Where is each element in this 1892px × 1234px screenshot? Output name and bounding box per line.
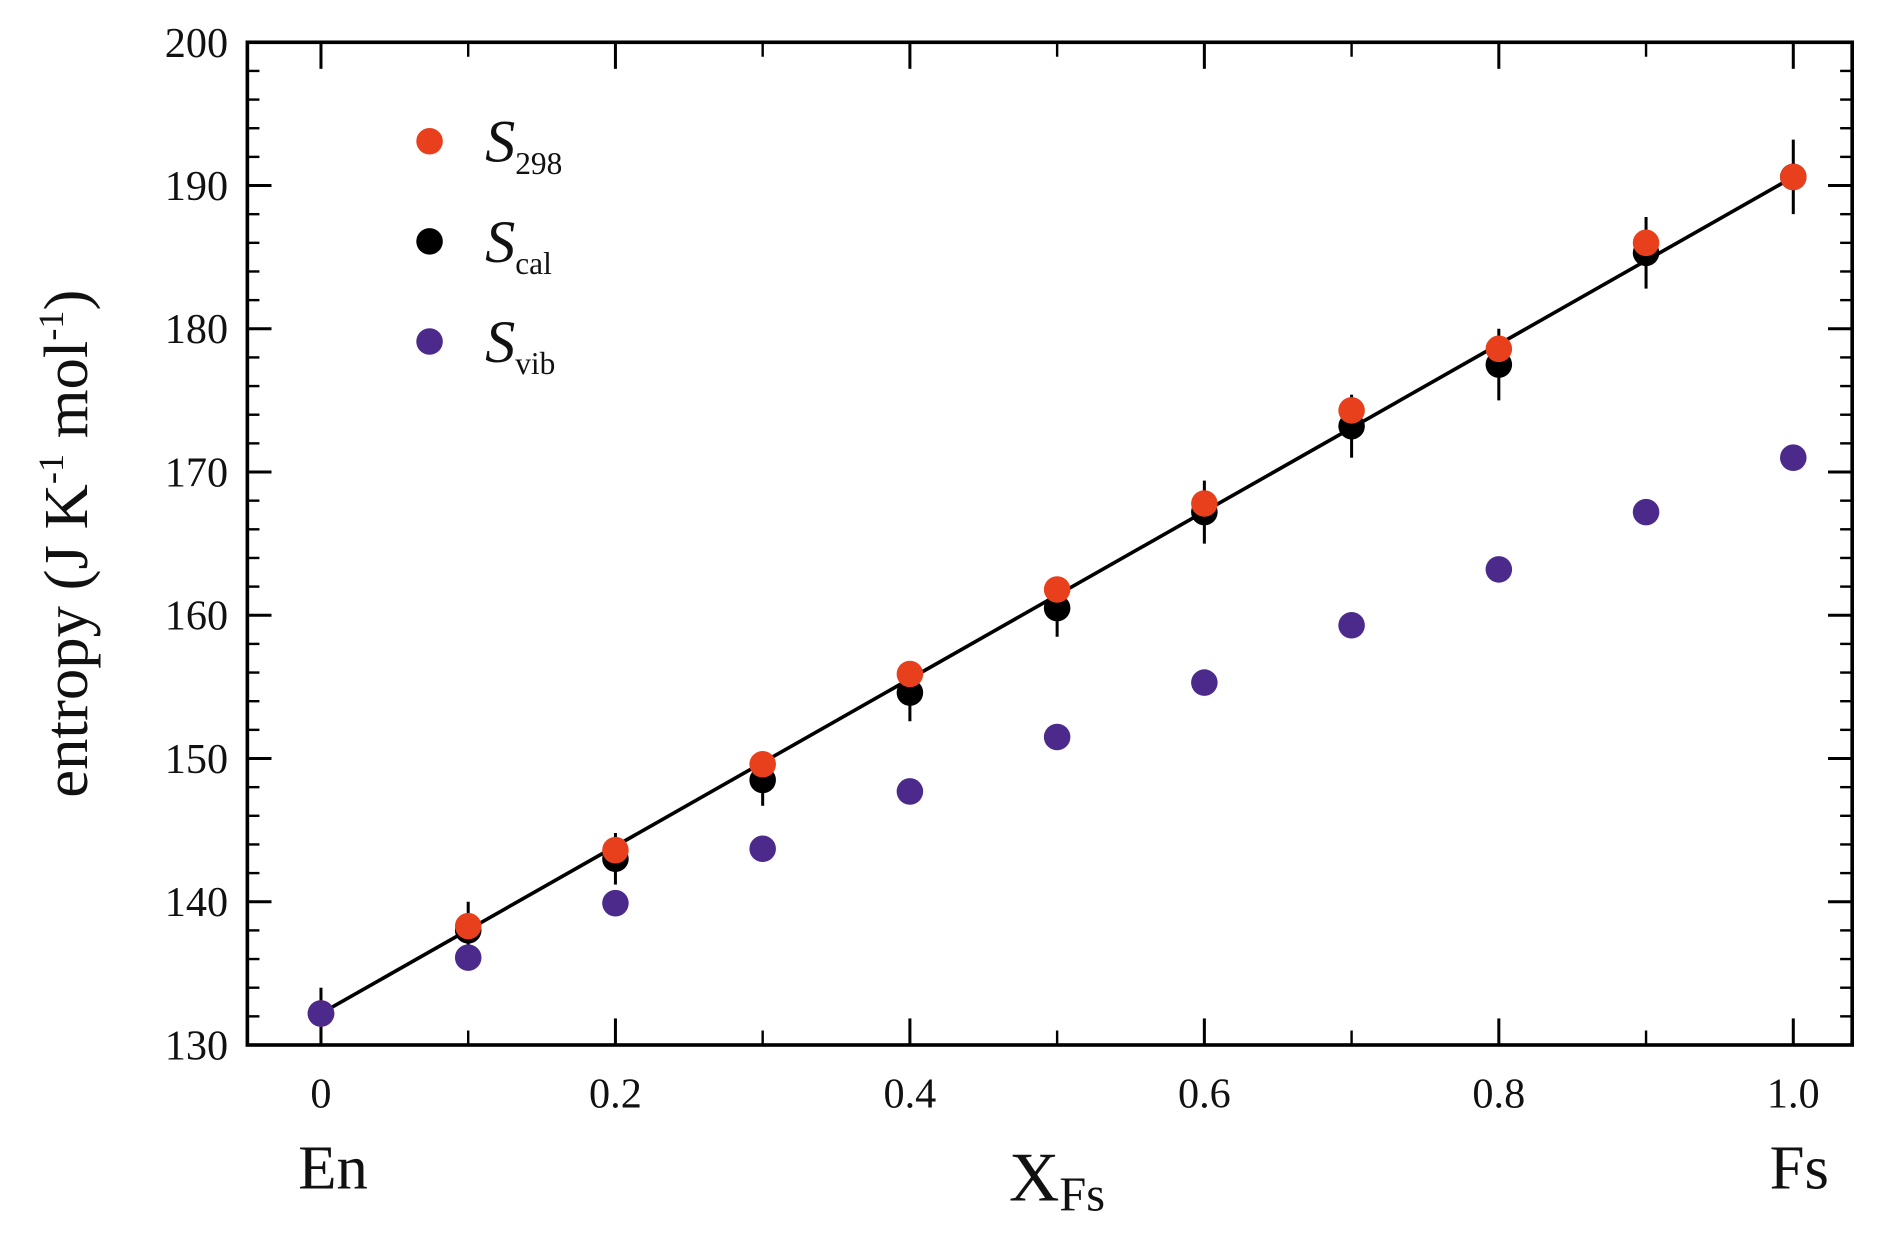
x-tick-label: 0.4 [884,1071,937,1118]
data-point [1338,397,1365,424]
y-tick-label: 170 [165,449,228,496]
end-member-label: En [298,1133,368,1203]
data-point [1632,229,1660,257]
data-point [896,660,924,688]
y-tick-label: 190 [165,163,228,210]
legend-marker [416,328,443,355]
legend-name: S [485,209,515,276]
y-tick-label: 150 [165,736,228,783]
y-label-superscript: -1 [31,454,71,484]
y-tick-label: 180 [165,306,228,353]
data-point [1191,490,1218,517]
legend-name: S [485,109,515,176]
data-point [1043,723,1071,751]
x-tick-label: 0.8 [1472,1071,1525,1118]
legend-subscript: 298 [515,146,562,181]
data-point [1780,444,1807,471]
data-point [1043,576,1071,603]
data-point [1338,612,1365,639]
data-point [602,836,629,864]
data-point [896,778,924,805]
legend-subscript: cal [515,246,552,281]
legend-label: Scal [485,209,552,281]
x-tick-label: 1.0 [1767,1071,1820,1118]
data-point [1485,556,1513,583]
data-point [454,912,482,940]
data-point [454,944,482,971]
x-tick-label: 0 [310,1071,331,1118]
x-tick-label: 0.6 [1178,1071,1231,1118]
y-label-text: entropy (J K [31,484,101,798]
y-tick-label: 160 [165,593,228,640]
data-point [896,679,924,706]
x-label-sub: Fs [1059,1168,1105,1221]
legend-label: Svib [485,309,555,381]
plot-frame [245,40,1854,1047]
y-tick-label: 130 [165,1022,228,1069]
data-point [1043,594,1071,622]
y-label-text: ) [31,290,101,311]
data-point [307,1000,335,1027]
data-point [749,750,776,778]
y-label-superscript: -1 [31,310,71,340]
x-tick-label: 0.2 [589,1071,642,1118]
y-tick-label: 140 [165,879,228,926]
legend-subscript: vib [515,346,555,381]
data-point [602,889,629,917]
y-axis-label: entropy (J K-1 mol-1) [31,290,101,798]
data-point [1485,335,1513,363]
legend-name: S [485,309,515,376]
data-point [1632,498,1660,526]
x-label-main: X [1009,1140,1060,1217]
data-point [749,835,776,863]
end-member-label: Fs [1770,1133,1829,1203]
legend-label: S298 [485,109,562,181]
x-axis-label: XFs [1009,1140,1105,1222]
data-point [1191,669,1218,696]
legend-marker [416,127,443,155]
legend-marker [416,228,443,255]
y-label-text: mol [31,341,101,454]
data-point [1780,163,1807,191]
y-tick-label: 200 [165,20,228,67]
